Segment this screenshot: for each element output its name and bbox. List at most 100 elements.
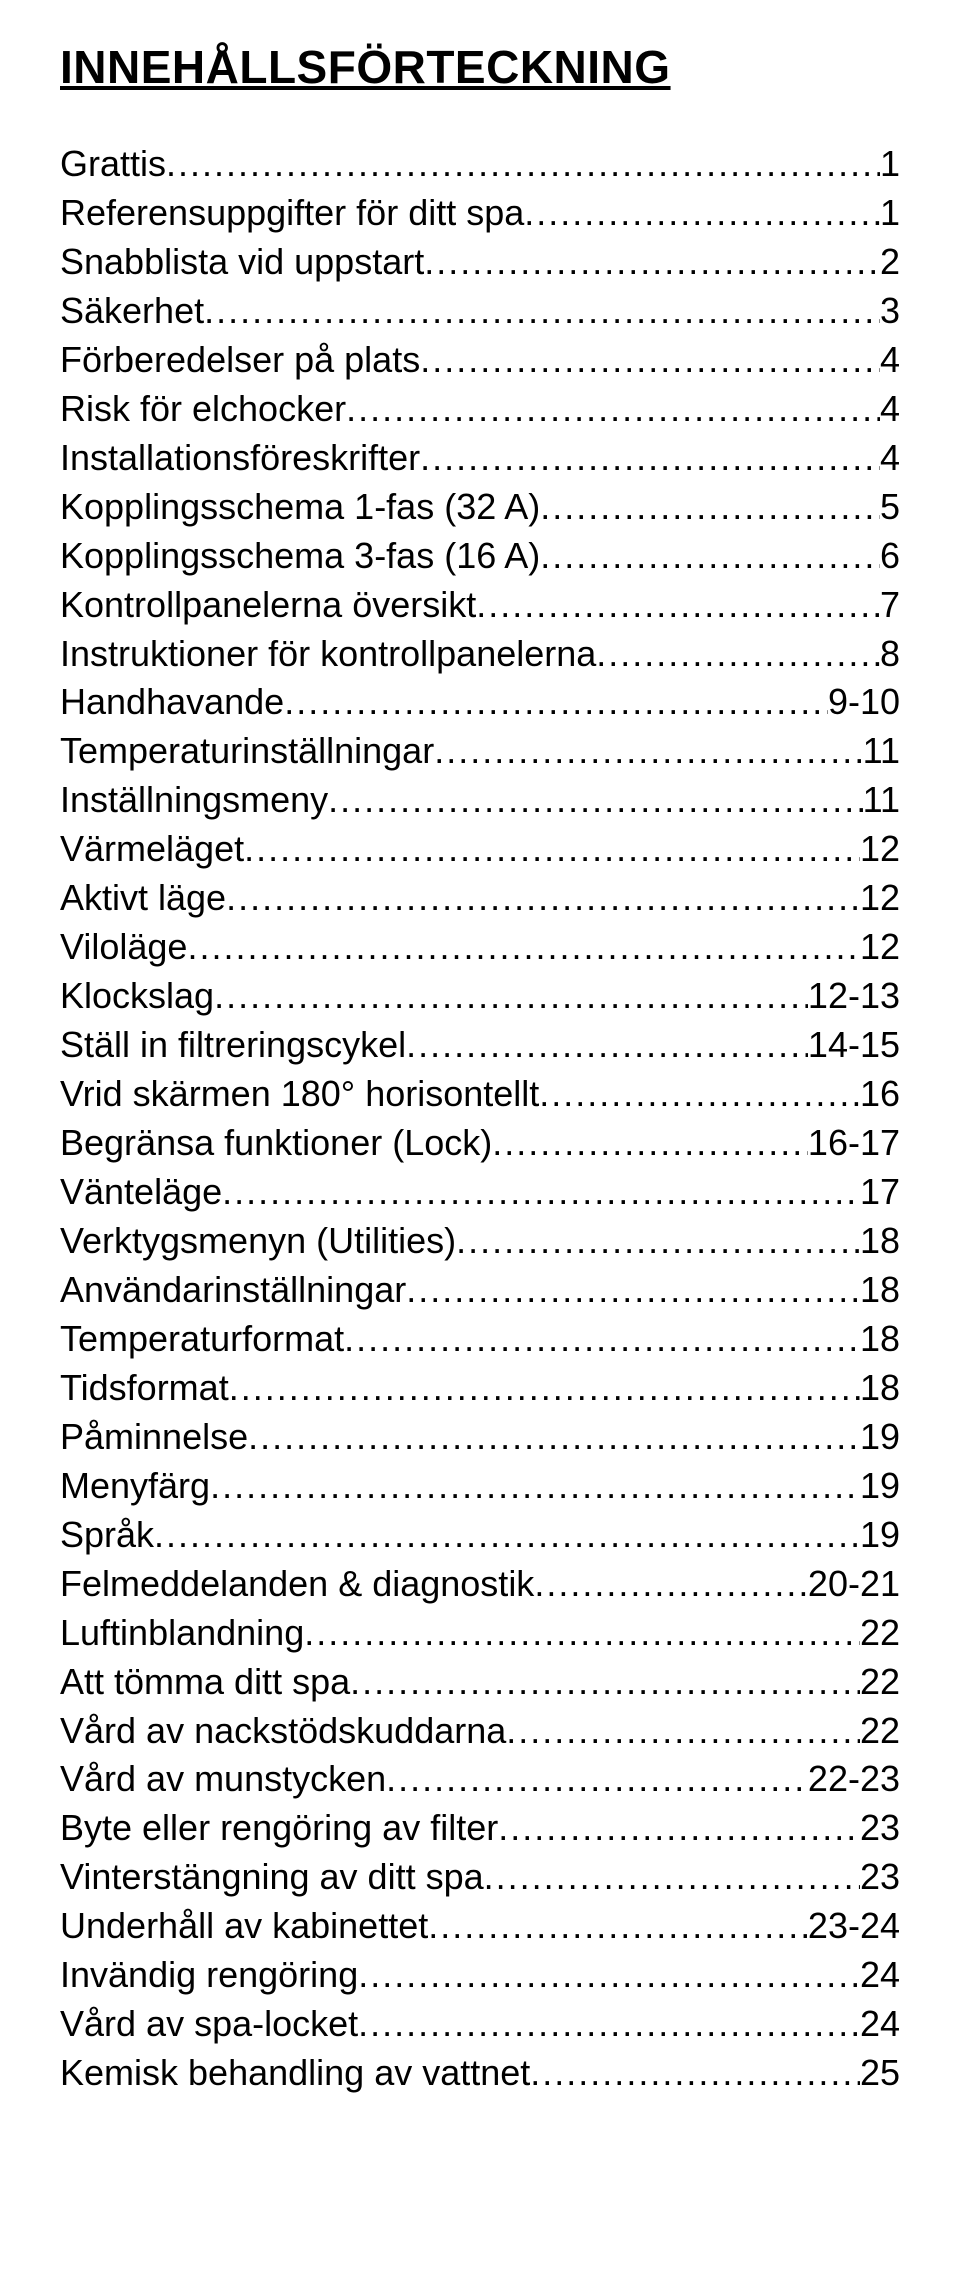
toc-leader: ........................................…	[214, 972, 808, 1021]
toc-entry: Instruktioner för kontrollpanelerna.....…	[60, 630, 900, 679]
toc-entry-label: Invändig rengöring	[60, 1951, 358, 2000]
toc-leader: ........................................…	[284, 678, 828, 727]
toc-leader: ........................................…	[304, 1609, 860, 1658]
toc-leader: ........................................…	[420, 434, 880, 483]
toc-entry: Luftinblandning.........................…	[60, 1609, 900, 1658]
toc-entry: Grattis.................................…	[60, 140, 900, 189]
toc-entry-page: 14-15	[808, 1021, 900, 1070]
toc-leader: ........................................…	[498, 1804, 860, 1853]
toc-leader: ........................................…	[187, 923, 860, 972]
toc-leader: ........................................…	[596, 630, 880, 679]
toc-entry: Temperaturformat........................…	[60, 1315, 900, 1364]
toc-entry-label: Förberedelser på plats	[60, 336, 420, 385]
toc-entry-page: 22	[860, 1658, 900, 1707]
toc-entry: Underhåll av kabinettet.................…	[60, 1902, 900, 1951]
toc-entry: Påminnelse..............................…	[60, 1413, 900, 1462]
toc-leader: ........................................…	[226, 874, 860, 923]
toc-entry: Referensuppgifter för ditt spa..........…	[60, 189, 900, 238]
toc-entry-page: 7	[880, 581, 900, 630]
toc-leader: ........................................…	[428, 1902, 808, 1951]
toc-entry-label: Användarinställningar	[60, 1266, 406, 1315]
toc-entry: Risk för elchocker......................…	[60, 385, 900, 434]
toc-leader: ........................................…	[166, 140, 880, 189]
toc-entry-page: 18	[860, 1266, 900, 1315]
toc-leader: ........................................…	[506, 1707, 860, 1756]
toc-entry-page: 23	[860, 1804, 900, 1853]
toc-leader: ........................................…	[476, 581, 880, 630]
toc-leader: ........................................…	[484, 1853, 860, 1902]
toc-leader: ........................................…	[539, 1070, 860, 1119]
toc-entry-label: Aktivt läge	[60, 874, 226, 923]
toc-entry-page: 12-13	[808, 972, 900, 1021]
toc-entry: Tidsformat..............................…	[60, 1364, 900, 1413]
toc-leader: ........................................…	[540, 532, 880, 581]
toc-entry-label: Referensuppgifter för ditt spa	[60, 189, 524, 238]
toc-entry-label: Värmeläget	[60, 825, 244, 874]
toc-entry: Inställningsmeny........................…	[60, 776, 900, 825]
toc-entry-label: Underhåll av kabinettet	[60, 1902, 428, 1951]
toc-leader: ........................................…	[244, 825, 860, 874]
toc-entry-page: 4	[880, 385, 900, 434]
toc-entry: Språk...................................…	[60, 1511, 900, 1560]
toc-leader: ........................................…	[248, 1413, 860, 1462]
toc-leader: ........................................…	[434, 727, 862, 776]
toc-leader: ........................................…	[346, 385, 880, 434]
toc-entry: Byte eller rengöring av filter..........…	[60, 1804, 900, 1853]
toc-entry: Kopplingsschema 1-fas (32 A)............…	[60, 483, 900, 532]
toc-entry-page: 22-23	[808, 1755, 900, 1804]
toc-entry-label: Luftinblandning	[60, 1609, 304, 1658]
toc-entry-page: 1	[880, 189, 900, 238]
toc-entry-page: 12	[860, 874, 900, 923]
toc-leader: ........................................…	[358, 1951, 860, 2000]
toc-entry-page: 11	[863, 727, 900, 776]
table-of-contents: Grattis.................................…	[60, 140, 900, 2098]
toc-leader: ........................................…	[420, 336, 880, 385]
toc-entry: Säkerhet................................…	[60, 287, 900, 336]
toc-entry: Menyfärg................................…	[60, 1462, 900, 1511]
toc-entry-page: 19	[860, 1413, 900, 1462]
toc-entry: Förberedelser på plats..................…	[60, 336, 900, 385]
toc-entry-label: Språk	[60, 1511, 154, 1560]
toc-entry: Vård av munstycken......................…	[60, 1755, 900, 1804]
toc-entry-page: 12	[860, 923, 900, 972]
toc-leader: ........................................…	[524, 189, 880, 238]
toc-entry: Handhavande.............................…	[60, 678, 900, 727]
toc-entry-page: 22	[860, 1609, 900, 1658]
toc-entry-label: Installationsföreskrifter	[60, 434, 420, 483]
toc-leader: ........................................…	[540, 483, 880, 532]
toc-leader: ........................................…	[210, 1462, 860, 1511]
toc-entry-page: 17	[860, 1168, 900, 1217]
toc-leader: ........................................…	[350, 1658, 860, 1707]
toc-entry-label: Säkerhet	[60, 287, 204, 336]
toc-leader: ........................................…	[154, 1511, 860, 1560]
toc-entry-label: Handhavande	[60, 678, 284, 727]
toc-entry-label: Att tömma ditt spa	[60, 1658, 350, 1707]
toc-leader: ........................................…	[492, 1119, 808, 1168]
toc-entry: Temperaturinställningar.................…	[60, 727, 900, 776]
toc-entry-label: Felmeddelanden & diagnostik	[60, 1560, 534, 1609]
toc-entry-page: 8	[880, 630, 900, 679]
toc-entry: Aktivt läge.............................…	[60, 874, 900, 923]
toc-entry: Klockslag...............................…	[60, 972, 900, 1021]
toc-entry-page: 4	[880, 434, 900, 483]
toc-entry: Viloläge................................…	[60, 923, 900, 972]
toc-entry-label: Påminnelse	[60, 1413, 248, 1462]
toc-entry-page: 24	[860, 2000, 900, 2049]
toc-entry: Kopplingsschema 3-fas (16 A)............…	[60, 532, 900, 581]
toc-entry-page: 25	[860, 2049, 900, 2098]
toc-entry-label: Instruktioner för kontrollpanelerna	[60, 630, 596, 679]
toc-entry-label: Inställningsmeny	[60, 776, 328, 825]
toc-leader: ........................................…	[328, 776, 862, 825]
toc-entry: Installationsföreskrifter...............…	[60, 434, 900, 483]
toc-entry: Vård av nackstödskuddarna...............…	[60, 1707, 900, 1756]
toc-entry-label: Temperaturformat	[60, 1315, 344, 1364]
toc-entry-label: Tidsformat	[60, 1364, 229, 1413]
toc-entry: Begränsa funktioner (Lock)..............…	[60, 1119, 900, 1168]
toc-entry-page: 19	[860, 1511, 900, 1560]
toc-leader: ........................................…	[344, 1315, 860, 1364]
toc-leader: ........................................…	[456, 1217, 860, 1266]
toc-leader: ........................................…	[424, 238, 880, 287]
toc-leader: ........................................…	[530, 2049, 860, 2098]
toc-entry-label: Kontrollpanelerna översikt	[60, 581, 476, 630]
toc-entry: Snabblista vid uppstart.................…	[60, 238, 900, 287]
